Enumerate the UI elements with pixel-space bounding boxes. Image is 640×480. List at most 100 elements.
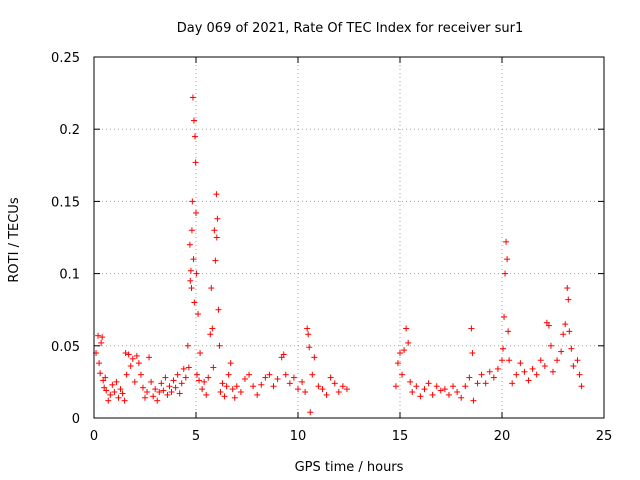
data-point (182, 374, 189, 381)
data-point (237, 389, 244, 396)
data-point (270, 383, 277, 390)
data-point (469, 350, 476, 357)
data-point (339, 383, 346, 390)
data-point (131, 378, 138, 385)
data-point (231, 394, 238, 401)
data-point (192, 159, 199, 166)
data-point (437, 387, 444, 394)
data-point (574, 357, 581, 364)
data-point (327, 374, 334, 381)
data-point (470, 397, 477, 404)
data-point (156, 389, 163, 396)
data-point (166, 383, 173, 390)
data-point (154, 397, 161, 404)
data-point (564, 285, 571, 292)
data-point (468, 325, 475, 332)
data-point (195, 311, 202, 318)
data-point (304, 325, 311, 332)
data-point (290, 374, 297, 381)
data-point (503, 238, 510, 245)
data-point (117, 386, 124, 393)
data-point (521, 368, 528, 375)
data-point (233, 383, 240, 390)
data-point (168, 389, 175, 396)
data-point (215, 306, 222, 313)
x-tick-label: 0 (90, 429, 98, 444)
data-point (150, 393, 157, 400)
data-point (115, 394, 122, 401)
y-tick-label: 0.05 (51, 340, 80, 355)
data-point (307, 409, 314, 416)
data-point (405, 339, 412, 346)
data-point (570, 363, 577, 370)
data-point (189, 94, 196, 101)
data-point (172, 384, 179, 391)
data-point (554, 357, 561, 364)
data-point (490, 374, 497, 381)
data-point (227, 360, 234, 367)
data-point (119, 390, 126, 397)
data-point (186, 241, 193, 248)
data-point (392, 383, 399, 390)
data-point (185, 364, 192, 371)
data-point (462, 383, 469, 390)
data-point (466, 374, 473, 381)
data-point (502, 270, 509, 277)
data-point (146, 354, 153, 361)
data-point (189, 198, 196, 205)
data-point (306, 344, 313, 351)
data-point (445, 391, 452, 398)
data-point (509, 380, 516, 387)
data-point (191, 299, 198, 306)
data-point (99, 334, 106, 341)
data-point (135, 360, 142, 367)
data-point (174, 371, 181, 378)
data-point (221, 393, 228, 400)
data-point (180, 365, 187, 372)
data-point (286, 380, 293, 387)
data-point (241, 376, 248, 383)
data-point (417, 393, 424, 400)
data-point (547, 342, 554, 349)
data-point (568, 345, 575, 352)
y-tick-label: 0.2 (59, 123, 80, 138)
data-point (525, 377, 532, 384)
plot-frame (93, 56, 605, 419)
data-point (504, 256, 511, 263)
y-tick-label: 0.15 (51, 195, 80, 210)
data-point (111, 389, 118, 396)
data-point (121, 397, 128, 404)
data-point (566, 328, 573, 335)
data-point (170, 377, 177, 384)
data-point (397, 350, 403, 357)
data-point (533, 371, 540, 378)
data-point (103, 387, 110, 394)
data-point (162, 374, 169, 381)
data-point (229, 386, 236, 393)
data-point (486, 368, 493, 375)
y-tick-label: 0.25 (51, 51, 80, 66)
data-point (113, 378, 120, 385)
data-point (223, 383, 230, 390)
data-point (199, 386, 206, 393)
data-point (335, 389, 342, 396)
data-point (214, 215, 221, 222)
data-point (262, 374, 269, 381)
data-point (105, 397, 112, 404)
data-point (178, 380, 185, 387)
data-point (158, 380, 165, 387)
data-points (93, 94, 585, 416)
data-point (164, 391, 171, 398)
data-point (478, 371, 485, 378)
data-point (545, 322, 552, 329)
data-point (246, 371, 253, 378)
data-point (191, 133, 198, 140)
data-point (211, 227, 218, 234)
data-point (513, 371, 520, 378)
data-point (280, 351, 287, 358)
data-point (213, 191, 220, 198)
data-point (403, 325, 410, 332)
data-point (148, 378, 155, 385)
data-point (187, 277, 194, 284)
